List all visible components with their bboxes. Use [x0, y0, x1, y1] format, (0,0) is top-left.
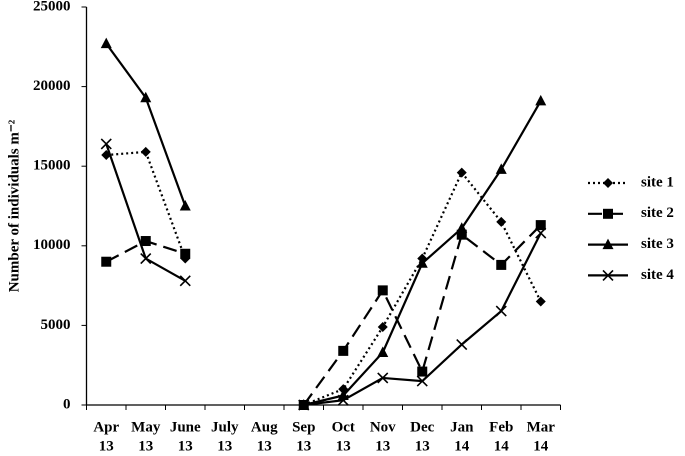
marker: [338, 345, 349, 356]
x-tick-label: 13: [138, 438, 153, 454]
x-tick-label: May: [131, 419, 161, 435]
legend-marker: [602, 238, 614, 250]
series-line: [106, 150, 542, 407]
marker: [100, 138, 112, 150]
marker: [377, 321, 388, 332]
legend-marker: [603, 178, 613, 188]
marker: [456, 222, 468, 233]
marker: [179, 275, 191, 287]
marker: [535, 220, 546, 231]
marker: [298, 399, 310, 411]
marker: [377, 285, 388, 296]
legend-marker: [603, 208, 613, 219]
legend-label: site 2: [641, 205, 674, 221]
marker: [496, 259, 507, 270]
x-tick-label: 13: [415, 438, 430, 454]
x-tick-label: Apr: [93, 419, 119, 435]
y-tick-label: 20000: [33, 78, 71, 94]
x-tick-label: 14: [494, 438, 510, 454]
marker: [535, 227, 547, 239]
legend-label: site 1: [641, 174, 674, 190]
series-line: [105, 143, 542, 407]
y-tick-label: 10000: [33, 237, 71, 253]
marker: [495, 163, 507, 174]
x-tick-label: 13: [296, 438, 311, 454]
x-tick-label: 13: [217, 438, 232, 454]
x-tick-label: Oct: [332, 419, 355, 435]
marker: [496, 216, 507, 227]
marker: [377, 372, 389, 384]
marker: [456, 229, 467, 240]
y-axis-label: Number of individuals m⁻²: [6, 119, 22, 292]
x-tick-label: Jan: [450, 419, 474, 435]
x-tick-label: 13: [336, 438, 351, 454]
marker: [417, 366, 428, 377]
x-tick-label: Aug: [251, 419, 278, 435]
x-tick-label: July: [211, 419, 239, 435]
legend-marker: [602, 269, 614, 281]
x-tick-label: Feb: [489, 419, 513, 435]
marker: [180, 248, 191, 259]
marker: [456, 167, 467, 178]
x-tick-label: 13: [99, 438, 114, 454]
x-tick-label: 13: [178, 438, 193, 454]
x-tick-label: Sep: [292, 419, 315, 435]
marker: [377, 346, 389, 357]
x-tick-label: Nov: [370, 419, 396, 435]
y-tick-label: 15000: [33, 158, 71, 174]
x-tick-label: 13: [375, 438, 390, 454]
marker: [101, 256, 112, 267]
marker: [416, 375, 428, 387]
marker: [140, 236, 151, 247]
marker: [179, 200, 191, 211]
marker: [535, 296, 546, 307]
marker: [456, 338, 468, 351]
legend-label: site 3: [641, 236, 674, 252]
y-tick-label: 0: [63, 396, 71, 412]
marker: [416, 257, 428, 268]
marker: [495, 305, 507, 317]
legend-label: site 4: [641, 267, 674, 283]
y-tick-label: 25000: [33, 0, 71, 14]
x-tick-label: June: [170, 419, 201, 435]
x-tick-label: 14: [533, 438, 549, 454]
y-tick-label: 5000: [41, 317, 71, 333]
marker: [140, 91, 152, 103]
marker: [100, 37, 112, 49]
marker: [140, 252, 152, 265]
x-tick-label: Dec: [410, 419, 434, 435]
marker: [337, 394, 349, 406]
marker: [535, 94, 547, 106]
x-tick-label: Mar: [527, 419, 556, 435]
series-line: [105, 224, 542, 406]
marker: [140, 146, 151, 157]
x-tick-label: 14: [454, 438, 470, 454]
x-tick-label: 13: [257, 438, 272, 454]
